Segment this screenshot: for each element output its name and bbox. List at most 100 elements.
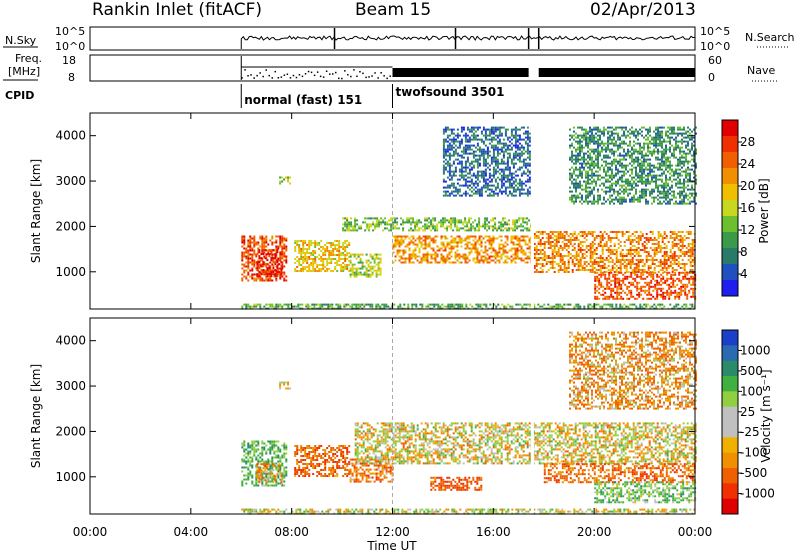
scatter-cell xyxy=(619,138,621,141)
scatter-cell xyxy=(634,297,637,300)
scatter-cell xyxy=(623,200,625,203)
scatter-cell xyxy=(579,249,582,251)
scatter-cell xyxy=(496,227,499,230)
scatter-cell xyxy=(368,227,371,230)
scatter-cell xyxy=(444,257,447,260)
scatter-cell xyxy=(656,273,659,276)
scatter-cell xyxy=(500,168,503,171)
scatter-cell xyxy=(637,261,640,263)
scatter-cell xyxy=(247,253,250,256)
scatter-cell xyxy=(308,252,311,254)
scatter-cell xyxy=(496,140,499,143)
scatter-cell xyxy=(631,184,633,187)
scatter-cell xyxy=(654,285,657,288)
scatter-cell xyxy=(640,271,643,274)
scatter-cell xyxy=(613,253,616,255)
scatter-cell xyxy=(599,241,602,243)
scatter-cell xyxy=(504,150,507,153)
scatter-cell xyxy=(520,182,523,185)
scatter-cell xyxy=(484,221,487,224)
scatter-cell xyxy=(657,243,660,245)
scatter-cell xyxy=(274,255,277,258)
scatter-cell xyxy=(251,275,254,278)
scatter-cell xyxy=(553,239,556,241)
scatter-cell xyxy=(522,146,525,149)
scatter-cell xyxy=(605,180,607,183)
scatter-cell xyxy=(571,198,573,201)
scatter-cell xyxy=(394,241,397,244)
scatter-cell xyxy=(623,241,626,243)
scatter-cell xyxy=(631,188,633,191)
scatter-cell xyxy=(270,257,273,260)
scatter-cell xyxy=(400,249,403,252)
scatter-cell xyxy=(535,259,538,261)
scatter-cell xyxy=(486,188,489,191)
scatter-cell xyxy=(520,245,523,248)
scatter-cell xyxy=(684,287,687,290)
scatter-cell xyxy=(625,166,627,169)
scatter-cell xyxy=(615,166,617,169)
scatter-cell xyxy=(460,245,463,248)
scatter-cell xyxy=(587,305,590,308)
scatter-cell xyxy=(593,162,595,165)
scatter-cell xyxy=(478,229,481,232)
scatter-cell xyxy=(486,219,489,222)
scatter-cell xyxy=(577,194,579,197)
scatter-cell xyxy=(583,158,585,161)
scatter-cell xyxy=(551,257,554,259)
scatter-cell xyxy=(470,126,473,129)
scatter-cell xyxy=(623,130,625,133)
scatter-cell xyxy=(693,305,696,308)
scatter-cell xyxy=(526,190,529,193)
scatter-cell xyxy=(629,144,631,147)
scatter-cell xyxy=(402,249,405,252)
scatter-cell xyxy=(522,164,525,167)
scatter-cell xyxy=(518,245,521,248)
scatter-cell xyxy=(619,142,621,145)
scatter-cell xyxy=(522,172,525,175)
scatter-cell xyxy=(484,168,487,171)
scatter-cell xyxy=(271,303,274,306)
scatter-cell xyxy=(595,253,598,255)
scatter-cell xyxy=(263,239,266,242)
scatter-cell xyxy=(510,239,513,242)
scatter-cell xyxy=(629,168,631,171)
scatter-cell xyxy=(460,237,463,240)
scatter-cell xyxy=(524,221,527,224)
scatter-cell xyxy=(597,144,599,147)
scatter-cell xyxy=(616,295,619,298)
scatter-cell xyxy=(316,242,319,244)
scatter-cell xyxy=(464,261,467,264)
scatter-cell xyxy=(604,275,607,278)
scatter-cell xyxy=(615,132,617,135)
scatter-cell xyxy=(275,251,278,254)
scatter-cell xyxy=(494,257,497,260)
scatter-cell xyxy=(617,194,619,197)
scatter-cell xyxy=(613,249,616,251)
scatter-cell xyxy=(275,245,278,248)
scatter-cell xyxy=(577,305,580,308)
scatter-cell xyxy=(657,245,660,247)
scatter-cell xyxy=(296,266,299,268)
scatter-cell xyxy=(609,303,612,306)
scatter-cell xyxy=(510,162,513,165)
scatter-cell xyxy=(621,196,623,199)
scatter-cell xyxy=(591,162,593,165)
scatter-cell xyxy=(524,235,527,238)
scatter-cell xyxy=(599,245,602,247)
scatter-cell xyxy=(400,257,403,260)
scatter-cell xyxy=(672,291,675,294)
scatter-cell xyxy=(636,285,639,288)
scatter-cell xyxy=(662,281,665,284)
scatter-cell xyxy=(412,255,415,258)
scatter-cell xyxy=(496,255,499,258)
scatter-cell xyxy=(365,303,368,306)
scatter-cell xyxy=(524,172,527,175)
scatter-cell xyxy=(510,261,513,264)
scatter-cell xyxy=(321,305,324,308)
scatter-cell xyxy=(408,249,411,252)
scatter-cell xyxy=(671,245,674,247)
scatter-cell xyxy=(340,252,343,254)
scatter-cell xyxy=(571,166,573,169)
scatter-cell xyxy=(644,289,647,292)
